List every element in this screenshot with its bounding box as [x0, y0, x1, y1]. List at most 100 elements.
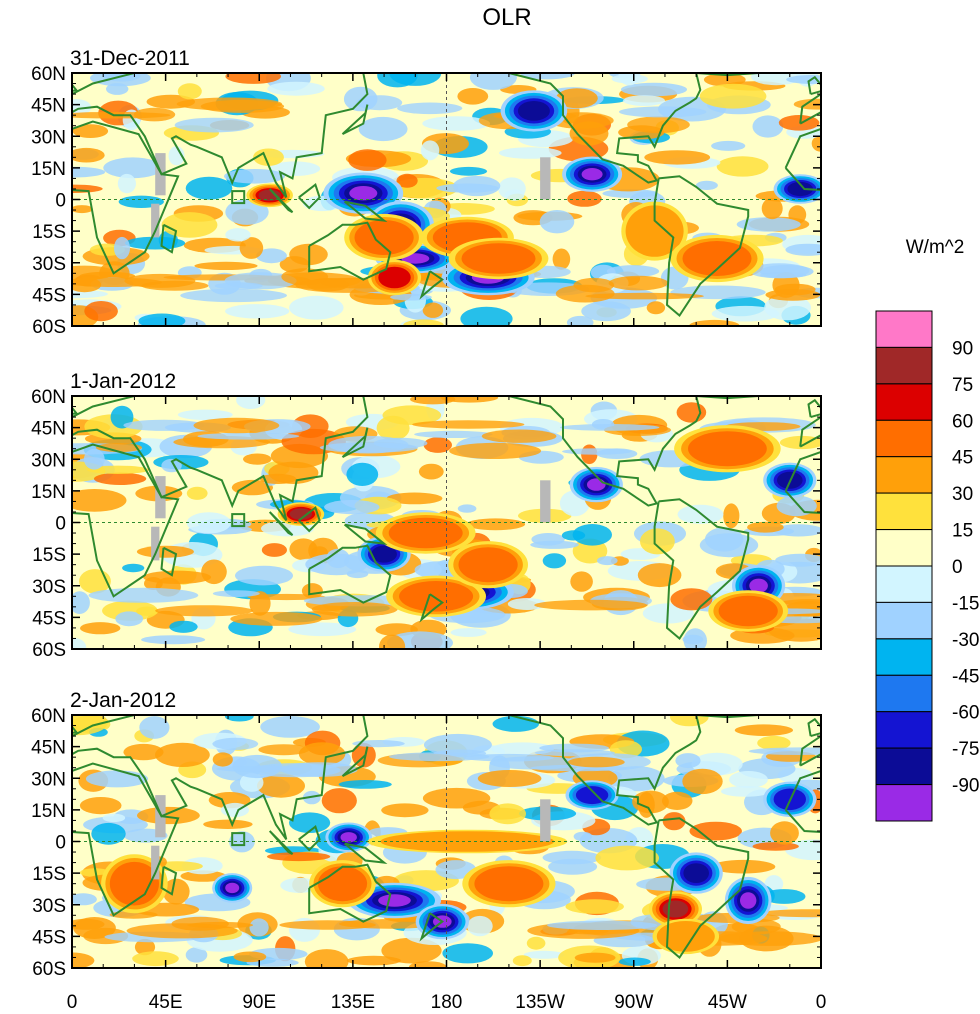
texture-band	[397, 102, 463, 115]
texture-blob	[185, 947, 208, 963]
anomaly-cell	[340, 832, 357, 843]
anomaly-cell	[458, 547, 518, 583]
texture-blob	[162, 878, 190, 905]
y-tick-label: 60N	[31, 706, 66, 727]
texture-blob	[751, 73, 802, 86]
coastline-namerica	[467, 715, 702, 826]
texture-blob	[597, 556, 618, 566]
texture-blob	[358, 116, 408, 142]
texture-blob	[422, 116, 491, 131]
texture-blob	[621, 82, 687, 97]
texture-band	[247, 593, 326, 601]
panels: 31-Dec-201160N45N30N15N015S30S45S60S1-Ja…	[31, 47, 822, 980]
texture-blob	[662, 812, 686, 831]
texture-blob	[382, 405, 442, 426]
y-tick-label: 60N	[31, 387, 66, 408]
colorbar-box	[875, 310, 933, 348]
x-tick-label: 45E	[149, 992, 183, 1013]
texture-band	[197, 432, 300, 440]
texture-blob	[572, 524, 612, 546]
y-tick-label: 15S	[32, 545, 66, 566]
anomaly-cell	[682, 241, 752, 276]
colorbar-label: 90	[952, 338, 973, 359]
y-tick-label: 60S	[32, 959, 66, 980]
texture-blob	[381, 803, 429, 818]
texture-blob	[644, 150, 711, 165]
texture-blob	[442, 943, 494, 964]
y-tick-label: 45N	[31, 96, 66, 117]
texture-blob	[736, 217, 801, 232]
colorbar: W/m^2 90 75 60 45 30 15 0 -15 -30 -45 -60 -75 -90	[875, 237, 979, 822]
texture-blob	[752, 115, 784, 138]
texture-band	[547, 920, 658, 930]
anomaly-cell	[625, 205, 684, 257]
texture-blob	[115, 611, 144, 627]
texture-band	[414, 430, 493, 438]
colorbar-label: -45	[952, 666, 979, 687]
y-tick-label: 45N	[31, 419, 66, 440]
texture-blob	[249, 918, 269, 937]
texture-blob	[457, 88, 489, 105]
texture-blob	[235, 565, 293, 586]
y-tick-label: 15N	[31, 482, 66, 503]
anomaly-cell	[517, 101, 550, 121]
missing-data	[540, 799, 551, 842]
panel-2-date: 1-Jan-2012	[70, 370, 176, 393]
texture-blob	[267, 81, 325, 96]
colorbar-label: 60	[952, 411, 973, 432]
coastline-newguinea	[343, 200, 388, 222]
texture-blob	[298, 742, 346, 766]
texture-blob	[423, 437, 452, 453]
y-tick-label: 15S	[32, 222, 66, 243]
colorbar-box	[875, 747, 933, 785]
texture-blob	[79, 797, 122, 815]
texture-blob	[573, 831, 593, 842]
texture-blob	[422, 787, 491, 809]
texture-blob	[177, 409, 233, 420]
texture-blob	[811, 135, 821, 152]
texture-blob	[289, 295, 344, 320]
coastlines	[72, 73, 821, 317]
colorbar-label: 75	[952, 375, 973, 396]
texture-blob	[539, 210, 575, 234]
texture-blob	[84, 301, 118, 322]
texture-blob	[747, 521, 784, 533]
texture-band	[619, 106, 707, 118]
coastline-sumatra	[268, 188, 294, 214]
anomaly-cell	[227, 884, 237, 892]
y-tick-label: 45S	[32, 608, 66, 629]
texture-blob	[168, 146, 185, 166]
texture-blob	[761, 197, 783, 220]
texture-blob	[711, 305, 780, 322]
coastline-madagascar	[160, 223, 178, 254]
texture-blob	[348, 149, 387, 171]
texture-blob	[177, 83, 202, 100]
texture-blob	[106, 83, 129, 95]
texture-blob	[523, 950, 565, 959]
texture-blob	[169, 620, 198, 633]
texture-blob	[143, 570, 212, 584]
anomaly-cell	[474, 866, 544, 902]
texture-blob	[212, 752, 233, 767]
colorbar-box	[875, 529, 933, 567]
texture-blob	[435, 860, 477, 880]
texture-blob	[321, 788, 357, 814]
y-tick-label: 30S	[32, 254, 66, 275]
texture-band	[123, 419, 205, 431]
texture-blob	[595, 845, 659, 871]
anomaly-cell	[388, 517, 463, 549]
texture-blob	[396, 173, 418, 188]
texture-blob	[561, 530, 586, 541]
texture-blob	[91, 822, 126, 845]
texture-blob	[466, 518, 526, 531]
texture-blob	[457, 504, 477, 513]
coastline-africa	[72, 443, 180, 598]
texture-band	[311, 602, 398, 617]
texture-blob	[386, 492, 443, 505]
colorbar-label: -15	[952, 593, 979, 614]
texture-blob	[526, 936, 546, 950]
texture-blob	[770, 821, 799, 845]
texture-band	[534, 749, 615, 757]
texture-blob	[136, 545, 194, 558]
